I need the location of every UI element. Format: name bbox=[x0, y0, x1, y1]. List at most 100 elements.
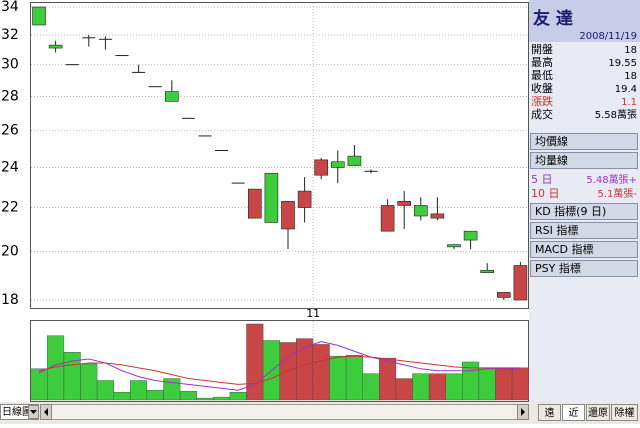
volume-ma-line bbox=[38, 340, 521, 391]
volume-bar bbox=[80, 363, 98, 401]
ma-label: 10 日 bbox=[531, 187, 560, 200]
x-tick-label: 11 bbox=[306, 307, 320, 320]
toggle-button-label: 均價線 bbox=[535, 134, 568, 148]
scroll-right-arrow bbox=[521, 408, 525, 416]
candle-body bbox=[314, 159, 329, 176]
info-value: 19.4 bbox=[615, 84, 637, 95]
ma-label: 5 日 bbox=[531, 173, 553, 186]
volume-bar bbox=[345, 354, 363, 401]
volume-bar bbox=[96, 380, 114, 401]
range-select-text: 日線圖 bbox=[2, 405, 32, 418]
candle-body bbox=[48, 44, 63, 49]
y-tick-label: 26 bbox=[1, 123, 19, 139]
candle-body bbox=[248, 188, 262, 219]
volume-bar bbox=[412, 373, 430, 401]
scrollbar[interactable] bbox=[40, 404, 529, 420]
info-label: 成交 bbox=[531, 107, 553, 121]
candle-body bbox=[165, 91, 179, 102]
volume-bar bbox=[428, 373, 446, 401]
candle-body bbox=[330, 161, 345, 168]
candle-body bbox=[380, 205, 395, 232]
y-tick-label: 32 bbox=[1, 27, 19, 43]
volume-bar bbox=[113, 392, 131, 401]
candle-body bbox=[297, 190, 312, 208]
info-label: 開盤 bbox=[531, 43, 553, 56]
volume-bar bbox=[312, 344, 330, 401]
volume-bar bbox=[246, 323, 264, 401]
volume-bar bbox=[511, 367, 529, 401]
zoom-button-label: 遠 bbox=[545, 406, 555, 419]
volume-bar bbox=[395, 378, 413, 401]
indicator-button-label: KD 指標(9 日) bbox=[535, 204, 606, 218]
candle-body bbox=[347, 155, 362, 166]
scroll-left-arrow bbox=[44, 408, 48, 416]
info-value: 19.55 bbox=[608, 58, 637, 69]
info-panel bbox=[529, 0, 640, 402]
volume-bar bbox=[495, 367, 513, 401]
price-frame bbox=[30, 2, 529, 309]
volume-bar bbox=[229, 392, 247, 401]
volume-bar bbox=[379, 357, 397, 401]
indicator-button[interactable] bbox=[530, 260, 638, 277]
info-value: 18 bbox=[624, 71, 637, 82]
y-tick-label: 30 bbox=[1, 57, 19, 73]
info-value: 5.58萬張 bbox=[595, 108, 637, 121]
toggle-button[interactable] bbox=[530, 152, 638, 169]
zoom-button-label: 近 bbox=[569, 406, 579, 419]
volume-bar bbox=[146, 390, 164, 401]
info-label: 漲跌 bbox=[531, 94, 553, 108]
volume-bar bbox=[30, 368, 48, 401]
volume-bar bbox=[196, 397, 214, 401]
info-label: 最高 bbox=[531, 55, 553, 69]
toggle-button[interactable] bbox=[530, 133, 638, 150]
candle-body bbox=[480, 269, 495, 273]
y-tick-label: 20 bbox=[1, 243, 19, 259]
volume-bar bbox=[213, 396, 231, 401]
ma-value: 5.48萬張+ bbox=[586, 173, 637, 186]
y-tick-label: 28 bbox=[1, 88, 19, 104]
ma-value: 5.1萬張- bbox=[597, 187, 637, 200]
volume-bar bbox=[179, 391, 197, 401]
zoom-button-label: 還原 bbox=[588, 407, 608, 419]
zoom-button[interactable] bbox=[562, 404, 585, 421]
volume-bar bbox=[329, 355, 347, 401]
volume-bar bbox=[445, 373, 463, 401]
toggle-button-label: 均量線 bbox=[535, 153, 568, 167]
indicator-button[interactable] bbox=[530, 241, 638, 258]
y-tick-label: 24 bbox=[1, 159, 19, 175]
indicator-button-label: MACD 指標 bbox=[535, 242, 593, 256]
volume-bar bbox=[478, 367, 496, 401]
panel-header bbox=[529, 0, 640, 42]
volume-bar bbox=[362, 373, 380, 401]
volume-ma-line bbox=[38, 355, 521, 385]
candle-body bbox=[447, 244, 461, 248]
stock-name: 友 達 bbox=[533, 8, 573, 29]
zoom-button-label: 除權 bbox=[615, 406, 635, 419]
zoom-button[interactable] bbox=[586, 404, 610, 421]
y-tick-label: 18 bbox=[1, 292, 19, 308]
zoom-button[interactable] bbox=[611, 404, 638, 421]
info-value: 1.1 bbox=[621, 97, 637, 108]
volume-bar bbox=[163, 378, 181, 401]
volume-bar bbox=[130, 380, 148, 401]
dropdown-arrow bbox=[30, 410, 37, 414]
candle-body bbox=[413, 205, 428, 217]
info-value: 18 bbox=[624, 45, 637, 56]
candle-body bbox=[430, 213, 445, 219]
candle-body bbox=[513, 265, 528, 301]
indicator-button[interactable] bbox=[530, 203, 638, 220]
info-label: 最低 bbox=[531, 69, 553, 82]
indicator-button-label: PSY 指標 bbox=[535, 261, 581, 275]
date: 2008/11/19 bbox=[579, 31, 637, 42]
indicator-button[interactable] bbox=[530, 222, 638, 239]
y-tick-label: 22 bbox=[1, 200, 19, 216]
volume-bar bbox=[63, 352, 81, 401]
zoom-button[interactable] bbox=[538, 404, 561, 421]
candle-body bbox=[32, 6, 46, 26]
candle-body bbox=[397, 201, 412, 206]
y-tick-label: 34 bbox=[1, 0, 19, 15]
info-label: 收盤 bbox=[531, 81, 553, 95]
indicator-button-label: RSI 指標 bbox=[535, 223, 578, 237]
candle-body bbox=[264, 172, 279, 223]
